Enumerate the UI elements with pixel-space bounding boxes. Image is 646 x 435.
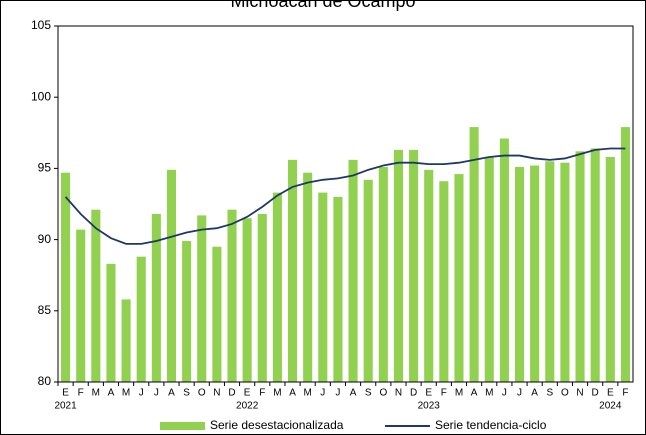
x-tick-label: M [92,388,100,399]
x-tick-label: M [485,388,493,399]
x-tick-label: M [455,388,463,399]
bar [257,213,267,382]
x-tick-label: A [350,388,357,399]
bar [439,181,449,382]
x-tick-label: J [517,388,522,399]
legend-label: Serie tendencia-ciclo [435,418,547,432]
x-tick-label: J [320,388,325,399]
x-tick-label: O [561,388,569,399]
bar [318,192,328,382]
bar [106,263,116,382]
y-tick-label: 85 [38,303,52,317]
bar [348,159,358,382]
y-tick-label: 90 [38,232,52,246]
y-tick-label: 100 [31,89,51,103]
x-tick-label: N [576,388,583,399]
bar [590,148,600,382]
bar [272,192,282,382]
x-tick-label: F [622,388,628,399]
x-tick-label: S [365,388,372,399]
y-tick-label: 95 [38,161,52,175]
year-label: 2024 [599,401,622,412]
bar [378,166,388,382]
x-tick-label: J [154,388,159,399]
x-tick-label: F [441,388,447,399]
x-tick-label: E [607,388,614,399]
x-tick-label: S [546,388,553,399]
bar [151,213,161,382]
trend-line [64,147,626,245]
x-tick-label: M [303,388,311,399]
bar [363,179,373,382]
x-tick-label: O [379,388,387,399]
x-tick-label: D [410,388,417,399]
x-tick-label: E [425,388,432,399]
x-tick-label: A [108,388,115,399]
x-tick-label: J [139,388,144,399]
x-tick-label: A [471,388,478,399]
bar [409,149,419,382]
x-tick-label: A [531,388,538,399]
x-tick-label: J [335,388,340,399]
x-tick-label: N [395,388,402,399]
year-label: 2022 [236,401,259,412]
bar [197,215,207,382]
x-tick-label: O [198,388,206,399]
year-label: 2023 [418,401,441,412]
legend-swatch [160,422,205,430]
x-tick-label: N [213,388,220,399]
x-tick-label: M [273,388,281,399]
bar [288,159,298,382]
year-label: 2021 [54,401,77,412]
bar [424,169,434,382]
bar [530,165,540,382]
bar [166,169,177,382]
bar [484,157,494,382]
bar [212,246,222,382]
bar [560,162,570,382]
bar [620,127,630,382]
bar [303,172,313,382]
x-tick-label: M [122,388,130,399]
chart-title: Michoacán de Ocampo [230,0,415,11]
bar [514,166,525,382]
x-tick-label: D [228,388,235,399]
bar [605,157,615,382]
bar [393,149,403,382]
x-tick-label: J [502,388,507,399]
bar [545,161,555,382]
y-tick-label: 105 [31,18,51,32]
bar [227,209,237,382]
bar [575,151,585,382]
bar [136,256,146,382]
x-tick-label: D [592,388,599,399]
bar [499,138,509,382]
y-tick-label: 80 [38,374,52,388]
bar [76,229,86,382]
bar [242,218,252,382]
x-tick-label: A [289,388,296,399]
x-tick-label: F [78,388,84,399]
bar [121,299,131,382]
legend-label: Serie desestacionalizada [210,418,344,432]
x-tick-label: A [168,388,175,399]
x-tick-label: F [259,388,265,399]
x-tick-label: S [183,388,190,399]
bar [454,174,464,382]
bar [182,241,192,382]
bar [469,127,479,382]
bar [91,209,101,382]
bar [333,196,343,382]
bar [61,172,71,382]
x-tick-label: E [244,388,251,399]
x-tick-label: E [62,388,69,399]
